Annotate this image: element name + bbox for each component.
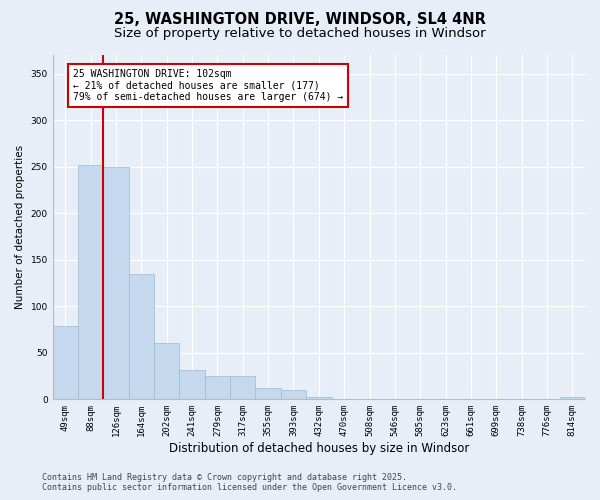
Y-axis label: Number of detached properties: Number of detached properties — [15, 145, 25, 309]
Bar — [230, 376, 256, 400]
Text: 25 WASHINGTON DRIVE: 102sqm
← 21% of detached houses are smaller (177)
79% of se: 25 WASHINGTON DRIVE: 102sqm ← 21% of det… — [73, 69, 343, 102]
Text: 25, WASHINGTON DRIVE, WINDSOR, SL4 4NR: 25, WASHINGTON DRIVE, WINDSOR, SL4 4NR — [114, 12, 486, 28]
Bar — [78, 165, 103, 400]
Bar — [306, 398, 332, 400]
X-axis label: Distribution of detached houses by size in Windsor: Distribution of detached houses by size … — [169, 442, 469, 455]
Bar — [154, 342, 179, 400]
Bar — [129, 274, 154, 400]
Bar — [53, 326, 78, 400]
Bar — [281, 390, 306, 400]
Text: Size of property relative to detached houses in Windsor: Size of property relative to detached ho… — [114, 28, 486, 40]
Text: Contains HM Land Registry data © Crown copyright and database right 2025.
Contai: Contains HM Land Registry data © Crown c… — [42, 473, 457, 492]
Bar — [560, 398, 585, 400]
Bar — [103, 166, 129, 400]
Bar — [256, 388, 281, 400]
Bar — [179, 370, 205, 400]
Bar — [205, 376, 230, 400]
